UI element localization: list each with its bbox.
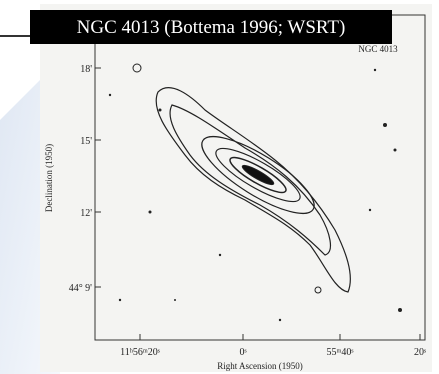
y-tick-label: 15' [80, 136, 92, 147]
slide: NGC 4013 18' 15' 12' 44° 9' 11ʰ56ᵐ20ˢ 0ˢ… [0, 0, 439, 374]
y-axis-title: Declination (1950) [44, 144, 54, 212]
object-label: NGC 4013 [358, 44, 398, 54]
x-tick-label: 11ʰ56ᵐ20ˢ [120, 347, 160, 358]
y-tick-label: 12' [80, 208, 92, 219]
title: NGC 4013 (Bottema 1996; WSRT) [77, 17, 346, 38]
x-tick-label: 55ᵐ40ˢ [326, 347, 353, 358]
y-tick-label: 44° 9' [69, 283, 92, 294]
y-tick-label: 18' [80, 64, 92, 75]
x-axis-title: Right Ascension (1950) [217, 361, 303, 371]
scan-image [40, 4, 432, 372]
x-tick-label: 20ˢ [414, 347, 426, 358]
x-tick-label: 0ˢ [239, 347, 246, 358]
